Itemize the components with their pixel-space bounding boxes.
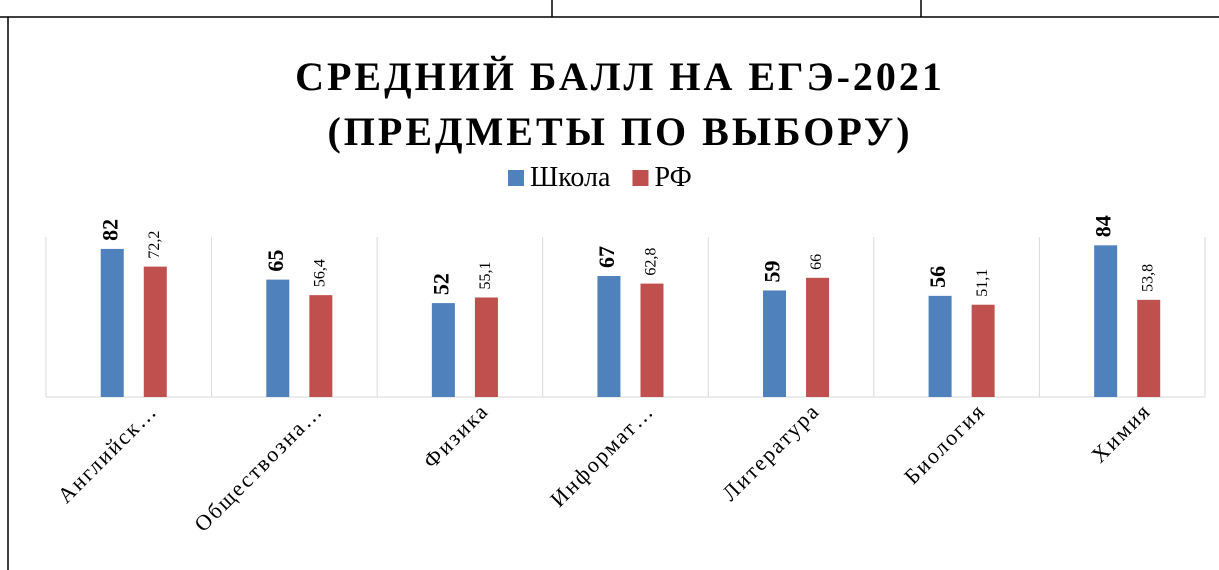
value-label: 67	[594, 246, 619, 268]
x-tick-label: Физика	[418, 398, 493, 473]
bar	[143, 266, 167, 397]
legend-swatch	[632, 170, 649, 186]
chart-title: (ПРЕДМЕТЫ ПО ВЫБОРУ)	[327, 109, 912, 154]
value-label: 51,1	[974, 269, 991, 297]
bar	[763, 290, 787, 397]
bar	[1137, 299, 1161, 397]
bar	[266, 279, 290, 397]
bar	[1094, 245, 1118, 397]
legend-label: РФ	[654, 162, 691, 193]
legend-label: Школа	[530, 162, 611, 193]
value-label: 55,1	[477, 261, 494, 289]
bar	[928, 295, 952, 397]
value-label: 56,4	[312, 259, 329, 287]
value-label: 52	[428, 273, 453, 295]
value-label: 66	[808, 254, 825, 270]
value-label: 59	[760, 260, 785, 282]
bar	[806, 277, 830, 397]
x-tick-label: Английск…	[52, 398, 162, 508]
x-tick-label: Информат…	[545, 398, 659, 512]
value-label: 62,8	[643, 248, 660, 276]
value-label: 53,8	[1139, 264, 1156, 292]
x-tick-label: Биология	[899, 398, 990, 489]
bar	[431, 303, 455, 397]
x-tick-label: Химия	[1086, 398, 1156, 468]
bar	[640, 283, 664, 397]
legend-swatch	[508, 170, 524, 186]
bar	[474, 297, 498, 397]
x-tick-label: Обществозна…	[189, 398, 328, 537]
bar	[100, 248, 124, 397]
x-tick-label: Литература	[717, 398, 825, 506]
value-label: 84	[1091, 215, 1116, 237]
bar	[597, 276, 621, 397]
value-label: 72,2	[146, 231, 163, 259]
bar	[971, 304, 995, 397]
value-label: 65	[263, 250, 288, 272]
value-label: 82	[97, 219, 122, 241]
value-label: 56	[925, 266, 950, 288]
chart-title: СРЕДНИЙ БАЛЛ НА ЕГЭ-2021	[295, 54, 945, 99]
bar	[309, 295, 333, 397]
